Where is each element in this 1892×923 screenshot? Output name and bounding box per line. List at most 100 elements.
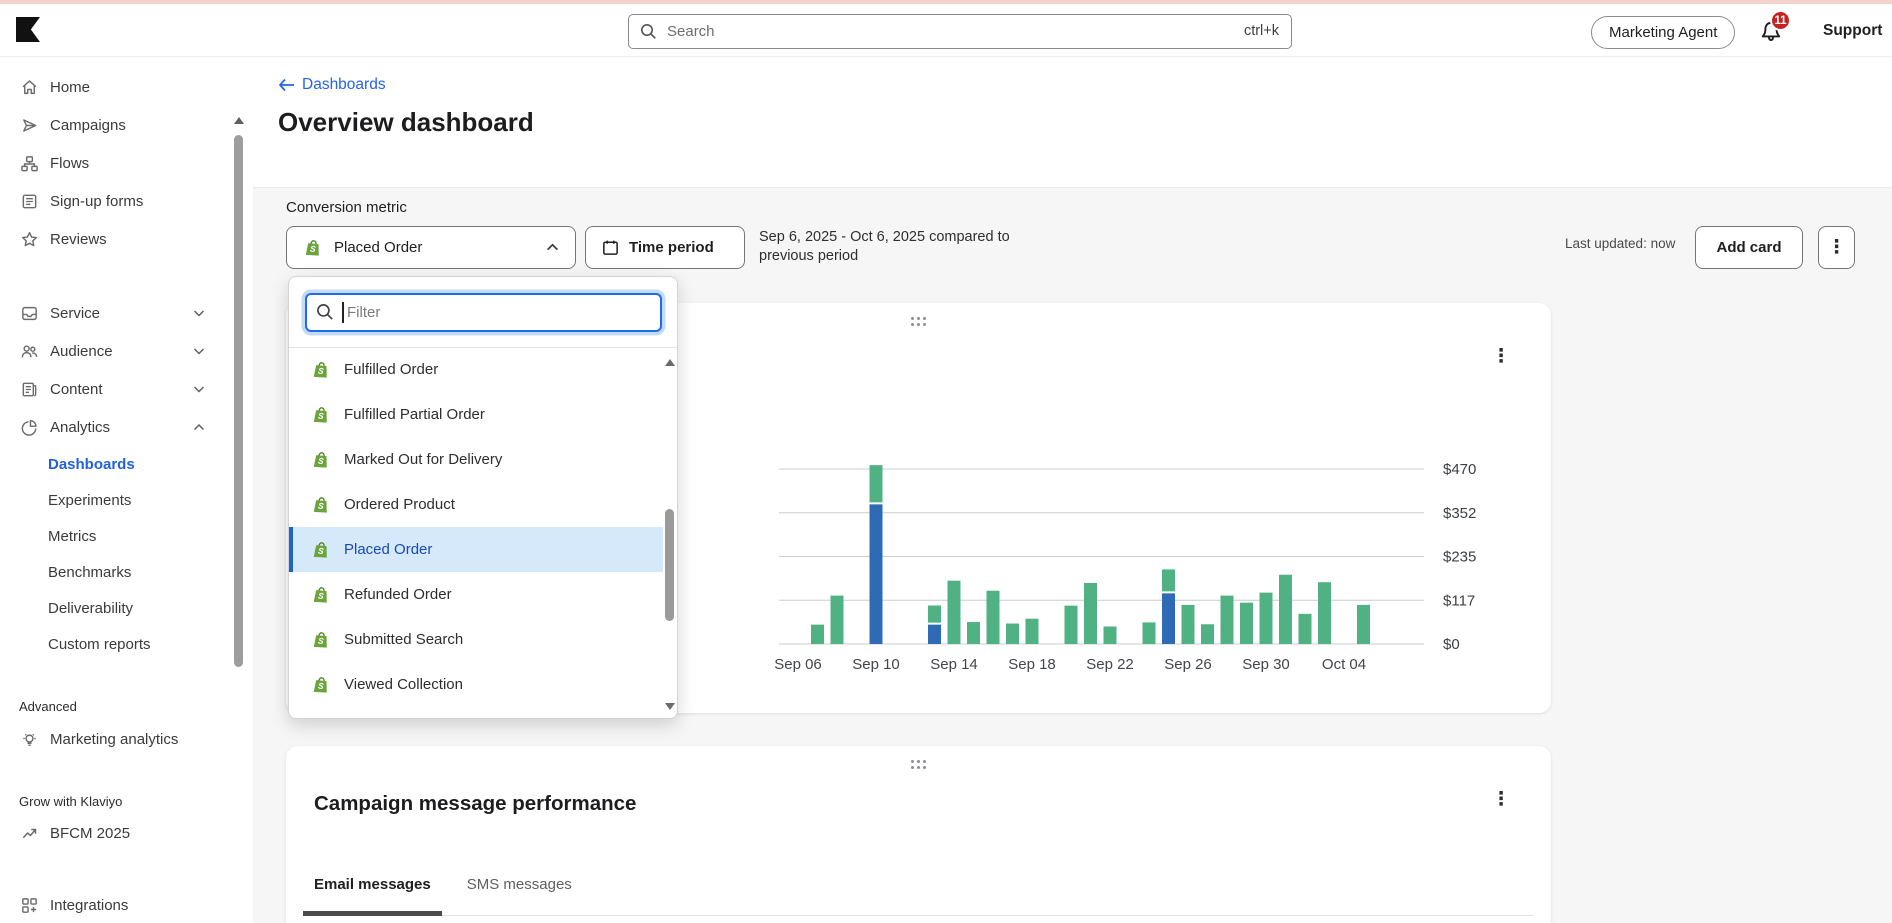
shopify-icon: S bbox=[313, 361, 327, 378]
drag-handle-icon[interactable] bbox=[910, 760, 927, 770]
svg-text:S: S bbox=[318, 635, 325, 646]
lightbulb-icon bbox=[19, 729, 39, 749]
home-icon bbox=[19, 77, 39, 97]
perf-card-kebab-button[interactable]: ⋮ bbox=[1486, 784, 1516, 814]
search-icon bbox=[640, 23, 657, 45]
metric-option-fulfilled-order[interactable]: S Fulfilled Order bbox=[289, 347, 663, 392]
pie-chart-icon bbox=[19, 417, 39, 437]
kebab-icon: ⋮ bbox=[1491, 345, 1511, 367]
chevron-up-icon bbox=[193, 419, 205, 436]
klaviyo-logo[interactable] bbox=[16, 17, 40, 42]
svg-text:Sep 30: Sep 30 bbox=[1242, 656, 1290, 673]
sidebar-item-deliverability[interactable]: Deliverability bbox=[48, 599, 134, 617]
sidebar-item-audience[interactable]: Audience bbox=[0, 332, 233, 370]
calendar-icon bbox=[603, 240, 618, 255]
kebab-icon: ⋮ bbox=[1491, 788, 1511, 810]
svg-text:Sep 06: Sep 06 bbox=[774, 656, 822, 673]
shopify-icon: S bbox=[305, 239, 319, 256]
notification-badge: 11 bbox=[1770, 10, 1791, 31]
filter-field bbox=[305, 293, 662, 332]
sidebar-item-metrics[interactable]: Metrics bbox=[48, 527, 97, 545]
sidebar-item-signup-forms[interactable]: Sign-up forms bbox=[0, 182, 233, 220]
sidebar-item-flows[interactable]: Flows bbox=[0, 144, 233, 182]
shopify-icon: S bbox=[313, 631, 327, 648]
search-input[interactable] bbox=[628, 14, 1292, 49]
shopify-icon: S bbox=[313, 586, 327, 603]
svg-text:$352: $352 bbox=[1443, 505, 1476, 522]
sidebar-item-analytics[interactable]: Analytics bbox=[0, 408, 233, 446]
sidebar-item-experiments[interactable]: Experiments bbox=[48, 491, 132, 509]
page-title: Overview dashboard bbox=[278, 107, 534, 137]
drag-handle-icon[interactable] bbox=[910, 317, 927, 327]
search-icon bbox=[316, 303, 334, 326]
star-icon bbox=[19, 229, 39, 249]
metric-option-placed-order[interactable]: S Placed Order bbox=[289, 527, 663, 572]
chart-card-kebab-button[interactable]: ⋮ bbox=[1486, 341, 1516, 371]
sidebar: Home Campaigns Flows Sign-up forms Revie… bbox=[0, 57, 253, 923]
metric-option-fulfilled-partial-order[interactable]: S Fulfilled Partial Order bbox=[289, 392, 663, 437]
sidebar-item-dashboards[interactable]: Dashboards bbox=[48, 455, 135, 473]
sidebar-item-content[interactable]: Content bbox=[0, 370, 233, 408]
last-updated-text: Last updated: now bbox=[1565, 236, 1676, 251]
dropdown-scroll-down-arrow[interactable] bbox=[665, 703, 675, 710]
tab-sms-messages[interactable]: SMS messages bbox=[466, 876, 572, 893]
chevron-down-icon bbox=[193, 305, 205, 322]
metric-option-ordered-product[interactable]: S Ordered Product bbox=[289, 482, 663, 527]
shopify-icon: S bbox=[313, 541, 327, 558]
sidebar-item-home[interactable]: Home bbox=[0, 68, 233, 106]
support-link[interactable]: Support bbox=[1823, 22, 1883, 39]
sidebar-item-bfcm[interactable]: BFCM 2025 bbox=[0, 814, 233, 852]
dropdown-scroll-up-arrow[interactable] bbox=[665, 359, 675, 366]
svg-text:S: S bbox=[318, 545, 325, 556]
filter-input[interactable] bbox=[305, 293, 662, 332]
dropdown-scrollbar-thumb[interactable] bbox=[665, 509, 674, 621]
tab-email-messages[interactable]: Email messages bbox=[303, 868, 442, 916]
metric-option-marked-out-for-delivery[interactable]: S Marked Out for Delivery bbox=[289, 437, 663, 482]
metric-option-viewed-collection[interactable]: S Viewed Collection bbox=[289, 662, 663, 707]
metric-option-submitted-search[interactable]: S Submitted Search bbox=[289, 617, 663, 662]
flow-icon bbox=[19, 153, 39, 173]
sidebar-item-custom-reports[interactable]: Custom reports bbox=[48, 635, 151, 653]
date-range-summary: Sep 6, 2025 - Oct 6, 2025 compared to pr… bbox=[759, 229, 1010, 264]
notifications-button[interactable]: 11 bbox=[1758, 10, 1791, 49]
add-card-button[interactable]: Add card bbox=[1695, 226, 1803, 269]
sidebar-item-benchmarks[interactable]: Benchmarks bbox=[48, 563, 132, 581]
breadcrumb[interactable]: Dashboards bbox=[278, 76, 386, 94]
svg-text:S: S bbox=[310, 243, 317, 254]
svg-text:Sep 18: Sep 18 bbox=[1008, 656, 1056, 673]
time-period-button[interactable]: Time period bbox=[585, 226, 745, 269]
svg-text:S: S bbox=[318, 500, 325, 511]
sidebar-item-campaigns[interactable]: Campaigns bbox=[0, 106, 233, 144]
sidebar-item-integrations[interactable]: Integrations bbox=[0, 886, 233, 923]
sidebar-item-marketing-analytics[interactable]: Marketing analytics bbox=[0, 720, 233, 758]
chevron-up-icon bbox=[547, 243, 558, 251]
shopify-icon: S bbox=[313, 496, 327, 513]
dropdown-divider bbox=[289, 347, 677, 348]
conversion-metric-dropdown-button[interactable]: S Placed Order bbox=[286, 226, 576, 269]
shopify-icon: S bbox=[313, 406, 327, 423]
search-shortcut: ctrl+k bbox=[1243, 23, 1279, 39]
metric-option-refunded-order[interactable]: S Refunded Order bbox=[289, 572, 663, 617]
grow-section-label: Grow with Klaviyo bbox=[19, 794, 123, 809]
svg-text:Sep 14: Sep 14 bbox=[930, 656, 978, 673]
sidebar-scroll-up-arrow[interactable] bbox=[234, 117, 244, 124]
sidebar-scrollbar-thumb[interactable] bbox=[234, 135, 243, 667]
svg-text:$0: $0 bbox=[1443, 636, 1460, 653]
inbox-icon bbox=[19, 303, 39, 323]
svg-text:S: S bbox=[318, 410, 325, 421]
news-icon bbox=[19, 379, 39, 399]
campaign-performance-card: ⋮ Campaign message performance Email mes… bbox=[286, 746, 1551, 923]
dashboard-kebab-button[interactable]: ⋮ bbox=[1818, 226, 1855, 269]
svg-text:S: S bbox=[318, 590, 325, 601]
chevron-down-icon bbox=[193, 381, 205, 398]
top-accent-strip bbox=[0, 0, 1892, 4]
card-title: Campaign message performance bbox=[314, 792, 637, 815]
people-icon bbox=[19, 341, 39, 361]
svg-text:$117: $117 bbox=[1443, 592, 1475, 609]
metric-options-list: S Fulfilled Order S Fulfilled Partial Order… bbox=[289, 347, 663, 707]
sidebar-item-service[interactable]: Service bbox=[0, 294, 233, 332]
sidebar-item-reviews[interactable]: Reviews bbox=[0, 220, 233, 258]
account-button[interactable]: Marketing Agent bbox=[1591, 16, 1736, 49]
